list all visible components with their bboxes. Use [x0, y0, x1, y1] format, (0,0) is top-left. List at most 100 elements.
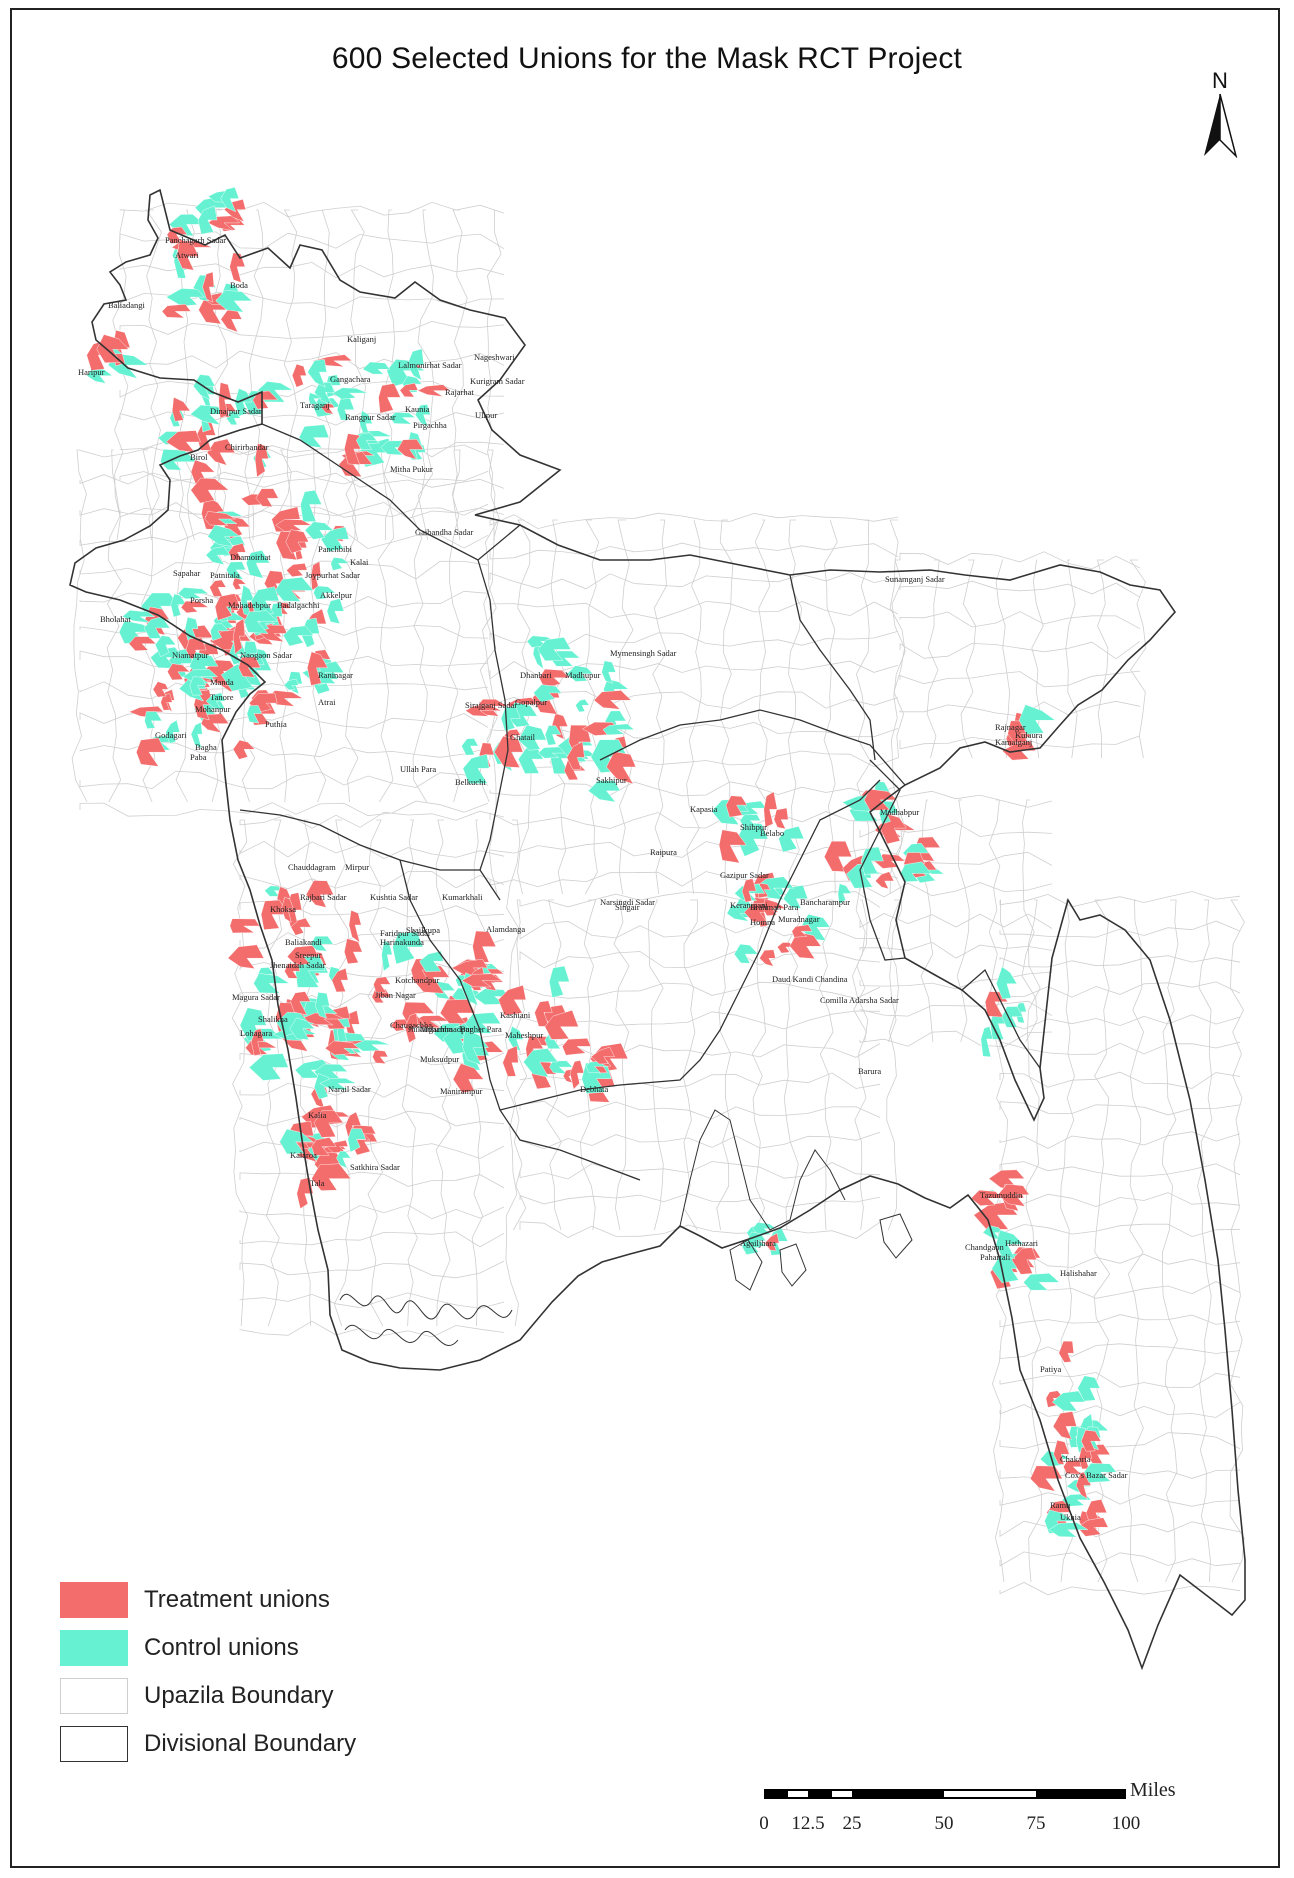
- place-label: Baliadangi: [108, 300, 145, 310]
- place-label: Rajbari Sadar: [300, 892, 347, 902]
- treatment-union: [562, 1038, 592, 1056]
- place-label: Jiban Nagar: [375, 990, 416, 1000]
- treatment-union: [1076, 1517, 1109, 1537]
- upazila-line: [239, 871, 505, 890]
- treatment-union: [128, 636, 157, 652]
- upazila-line: [783, 899, 801, 1231]
- upazila-line: [248, 209, 264, 541]
- scale-tick: 25: [842, 1813, 862, 1834]
- division-line: [477, 559, 509, 871]
- north-arrow: N: [1198, 68, 1242, 158]
- place-label: Harinakunda: [380, 937, 424, 947]
- treatment-union: [344, 938, 363, 965]
- control-union: [205, 692, 226, 712]
- upazila-line: [891, 559, 906, 759]
- upazila-line: [79, 800, 489, 817]
- upazila-line: [519, 1131, 881, 1150]
- control-union: [587, 780, 621, 803]
- upazila-line: [79, 470, 489, 486]
- control-union: [462, 753, 490, 784]
- upazila-line: [417, 209, 435, 541]
- control-union: [189, 676, 207, 696]
- place-label: Mirpur: [345, 862, 369, 872]
- place-label: Rangpur Sadar: [345, 412, 396, 422]
- control-union: [980, 1026, 994, 1058]
- control-union: [336, 396, 355, 421]
- treatment-union: [997, 1183, 1030, 1207]
- upazila-line: [489, 542, 899, 560]
- upazila-line: [119, 380, 505, 398]
- treatment-union: [284, 963, 301, 979]
- place-label: Mohanpur: [195, 704, 231, 714]
- control-union: [220, 186, 240, 213]
- control-union: [900, 861, 932, 882]
- treatment-union: [96, 334, 130, 363]
- upazila-line: [79, 711, 489, 729]
- upazila-line: [999, 1071, 1241, 1089]
- upazila-line: [999, 1432, 1241, 1450]
- treatment-union: [290, 991, 311, 1016]
- place-label: Sunamganj Sadar: [885, 574, 945, 584]
- control-union: [177, 587, 210, 600]
- place-label: Manirampur: [440, 1086, 483, 1096]
- control-union: [783, 885, 809, 909]
- treatment-union: [397, 439, 424, 460]
- control-union: [523, 1048, 559, 1078]
- place-label: Magura Sadar: [232, 992, 280, 1002]
- control-union: [253, 973, 290, 994]
- treatment-union: [461, 973, 503, 988]
- treatment-union: [310, 561, 322, 591]
- upazila-line: [999, 1372, 1241, 1389]
- control-union: [336, 1150, 352, 1169]
- place-label: Manda: [210, 677, 234, 687]
- upazila-line: [899, 551, 1141, 570]
- control-union: [315, 992, 330, 1019]
- upazila-line: [479, 449, 497, 803]
- place-label: Kalia: [308, 1110, 327, 1120]
- upazila-line: [926, 559, 940, 759]
- treatment-union: [1081, 1429, 1102, 1452]
- upazila-line: [519, 1221, 881, 1239]
- place-label: Bagher Para: [460, 1024, 502, 1034]
- treatment-union: [725, 795, 748, 818]
- upazila-line: [999, 1343, 1241, 1359]
- upazila-line: [333, 819, 351, 1327]
- upazila-line: [999, 1314, 1241, 1328]
- upazila-line: [960, 559, 977, 759]
- control-union: [279, 1128, 314, 1155]
- upazila-line: [899, 670, 1141, 688]
- control-union: [143, 616, 171, 639]
- upazila-line: [79, 650, 489, 670]
- upazila-line: [999, 1014, 1241, 1030]
- upazila-line: [239, 900, 505, 918]
- upazila-line: [999, 1131, 1241, 1149]
- control-union: [1061, 1493, 1092, 1507]
- treatment-union: [606, 751, 637, 785]
- place-label: Pahartali: [980, 1252, 1011, 1262]
- upazila-line: [119, 471, 505, 489]
- treatment-union: [171, 396, 191, 422]
- selected-unions: [86, 186, 1117, 1538]
- place-label: Belkuchi: [455, 777, 486, 787]
- control-union: [464, 1012, 502, 1034]
- treatment-union: [439, 999, 476, 1024]
- treatment-union: [566, 741, 585, 770]
- place-label: Dhanbari: [520, 670, 552, 680]
- treatment-union: [1058, 1340, 1075, 1363]
- upazila-line: [859, 1030, 1053, 1048]
- treatment-union: [764, 1232, 780, 1251]
- upazila-line: [652, 519, 668, 895]
- control-union: [462, 1029, 489, 1066]
- place-label: Badalgachhi: [277, 600, 320, 610]
- upazila-line: [239, 1320, 505, 1338]
- control-union: [734, 883, 766, 901]
- treatment-union: [232, 577, 247, 590]
- place-label: Barura: [858, 1066, 881, 1076]
- treatment-union: [417, 384, 451, 397]
- upazila-line: [231, 819, 249, 1327]
- upazila-line: [999, 1223, 1241, 1238]
- island: [879, 1213, 913, 1259]
- upazila-line: [859, 1000, 1053, 1017]
- place-label: Mymensingh Sadar: [610, 648, 677, 658]
- control-union: [355, 432, 377, 450]
